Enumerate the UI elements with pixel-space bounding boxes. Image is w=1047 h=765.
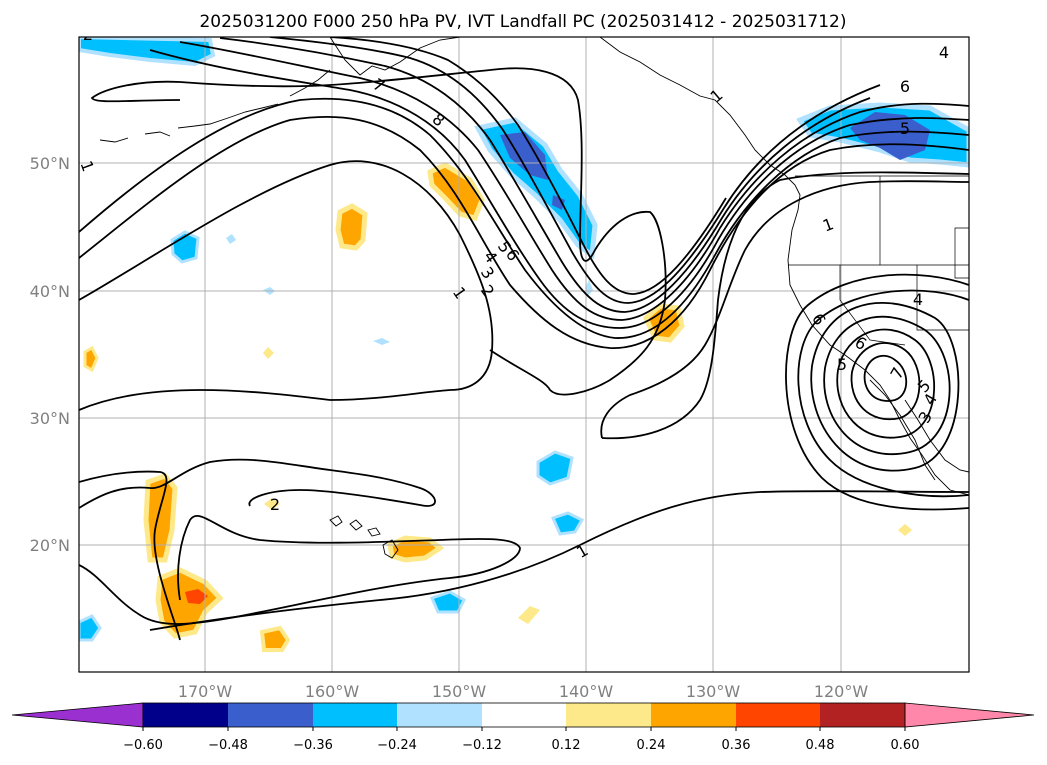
graticule — [79, 37, 969, 672]
colorbar-tick: −0.48 — [208, 738, 248, 753]
colorbar-tick: −0.24 — [377, 738, 417, 753]
lat-label: 30°N — [30, 409, 70, 428]
colorbar-bin — [820, 703, 905, 727]
map-frame — [78, 36, 970, 673]
colorbar-bin — [566, 703, 651, 727]
colorbar-over-extension — [904, 702, 1035, 728]
shade-orange-west — [335, 203, 368, 251]
map-panel: 1 2 3 4 5 6 7 8 1 2 3 4 5 6 7 2 1 4 1 6 — [78, 25, 970, 673]
shade-blue-dot-5 — [79, 614, 102, 642]
shade-red-south — [185, 589, 208, 604]
colorbar-bin — [313, 703, 397, 727]
figure-title: 2025031200 F000 250 hPa PV, IVT Landfall… — [199, 12, 846, 32]
contour-label: 5 — [837, 355, 847, 374]
colorbar-bin — [482, 703, 566, 727]
contour-label: 4 — [913, 290, 923, 309]
borders — [788, 175, 969, 346]
contour-label: 6 — [900, 77, 910, 96]
lat-label: 20°N — [30, 536, 70, 555]
lon-label: 120°W — [814, 682, 869, 701]
shade-orange-gulf — [427, 162, 485, 221]
colorbar-under-extension — [11, 702, 144, 728]
colorbar-tick: 0.48 — [806, 738, 835, 753]
colorbar-bin — [143, 703, 228, 727]
shade-orange-dot-2 — [83, 345, 99, 373]
colorbar-bin — [397, 703, 482, 727]
lon-label: 140°W — [559, 682, 614, 701]
colorbar-tick: −0.36 — [293, 738, 333, 753]
colorbar-bin — [228, 703, 313, 727]
colorbar-bin — [651, 703, 736, 727]
colorbar-tick: 0.60 — [891, 738, 920, 753]
colorbar-tick: 0.12 — [552, 738, 581, 753]
colorbar-tick: 0.24 — [637, 738, 666, 753]
longitude-labels: 170°W 160°W 150°W 140°W 130°W 120°W — [178, 682, 869, 701]
shade-orange-central — [642, 303, 685, 343]
colorbar-tick: 0.36 — [722, 738, 751, 753]
colorbar-tick: −0.12 — [462, 738, 502, 753]
lat-label: 40°N — [30, 282, 70, 301]
colorbar: −0.60 −0.48 −0.36 −0.24 −0.12 0.12 0.24 … — [11, 702, 1035, 753]
latitude-labels: 50°N 40°N 30°N 20°N — [30, 154, 70, 555]
contour-label: 2 — [270, 495, 280, 514]
contour-label: 2 — [83, 25, 93, 44]
colorbar-bin — [736, 703, 820, 727]
shade-orange-dot-1 — [259, 625, 291, 652]
lon-label: 150°W — [432, 682, 487, 701]
shade-orange-hawaii — [387, 535, 445, 563]
contour-label: 5 — [900, 119, 910, 138]
lon-label: 170°W — [178, 682, 233, 701]
colorbar-tick: −0.60 — [123, 738, 163, 753]
lat-label: 50°N — [30, 154, 70, 173]
shade-blue-dot-3 — [550, 511, 585, 536]
shade-darkblue-canada — [850, 112, 930, 160]
pv-contours — [79, 37, 969, 641]
shade-darkblue-gulf-2 — [552, 195, 565, 210]
shade-blue-dot-4 — [429, 590, 466, 614]
contour-label: 4 — [939, 43, 949, 62]
shade-blue-dot-2 — [536, 450, 574, 486]
lon-label: 160°W — [305, 682, 360, 701]
lon-label: 130°W — [686, 682, 741, 701]
